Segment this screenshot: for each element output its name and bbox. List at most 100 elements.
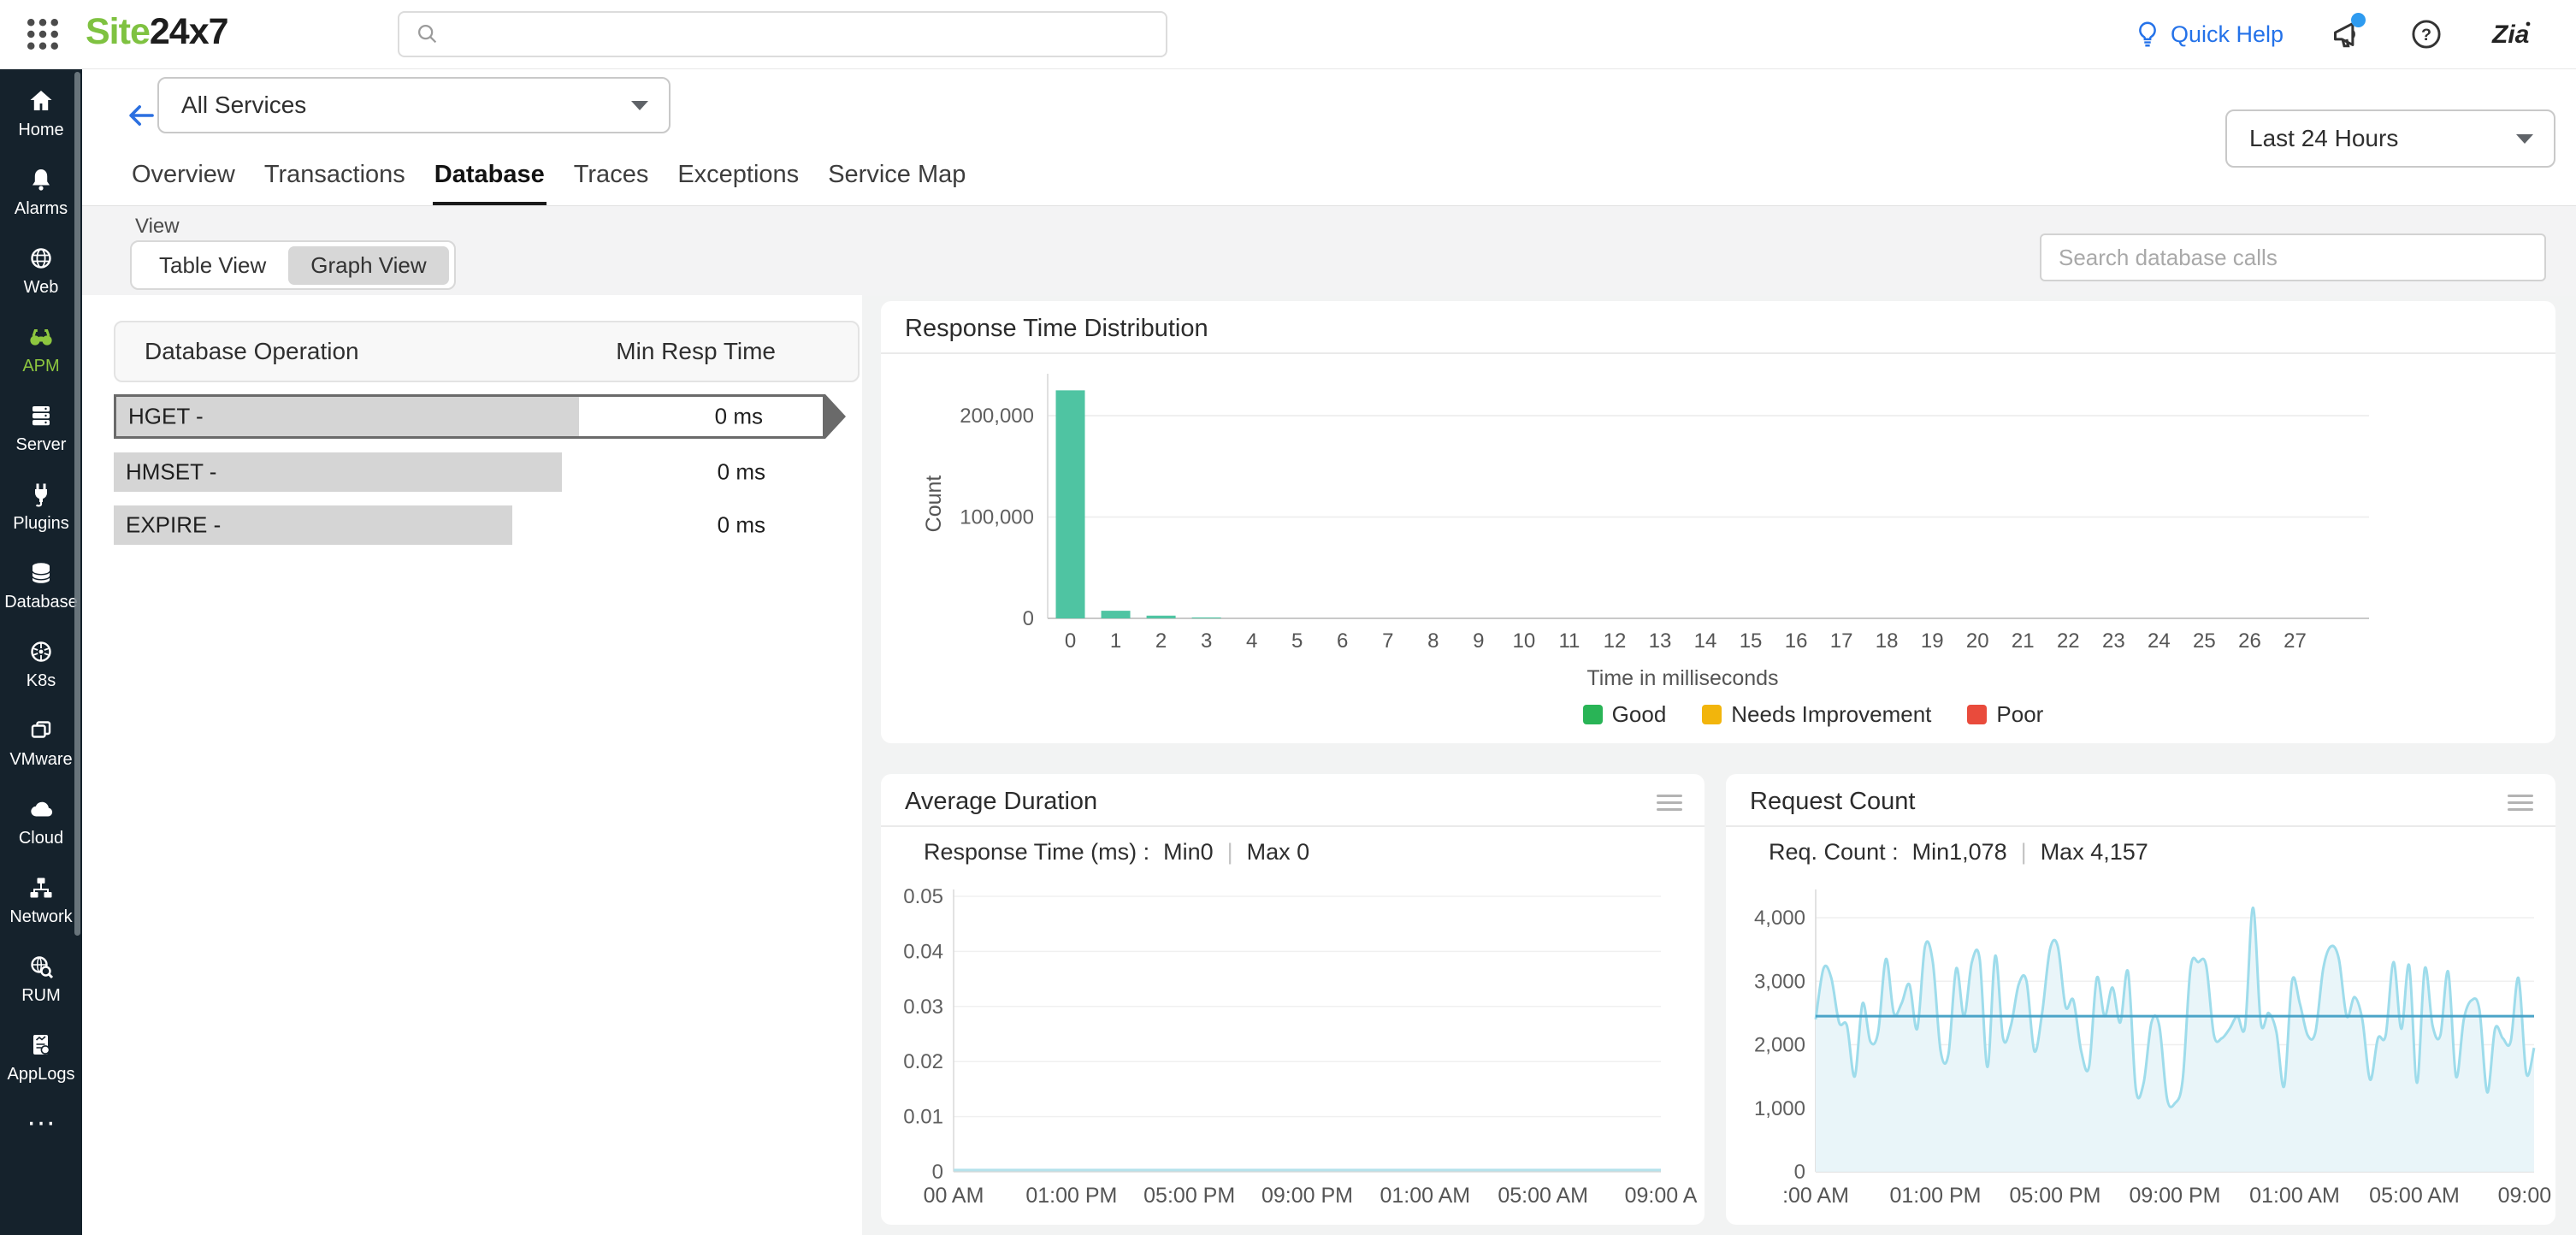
sidebar-item-k8s[interactable]: K8s (27, 638, 56, 690)
time-range-selector[interactable]: Last 24 Hours (2225, 109, 2555, 168)
min-value: Min1,078 (1911, 839, 2007, 865)
site24x7-logo[interactable]: Site24x7 (86, 11, 229, 52)
svg-text:09:00 A: 09:00 A (2498, 1184, 2555, 1208)
service-selector[interactable]: All Services (157, 77, 671, 133)
svg-text:0.04: 0.04 (903, 940, 943, 963)
sidebar-item-apm[interactable]: APM (22, 323, 60, 375)
min-value: Min0 (1163, 839, 1214, 865)
sidebar-item-label: Cloud (18, 829, 64, 848)
sidebar-item-vmware[interactable]: VMware (9, 717, 73, 769)
tab-database[interactable]: Database (432, 161, 547, 205)
main-sidebar: Home Alarms Web APM Server Plugins Database K8s… (0, 68, 82, 1235)
database-icon (27, 559, 55, 587)
tab-exceptions[interactable]: Exceptions (677, 161, 800, 188)
svg-text:25: 25 (2193, 629, 2216, 653)
operations-table-header: Database Operation Min Resp Time (114, 321, 860, 382)
svg-text:?: ? (2421, 26, 2431, 44)
tab-traces[interactable]: Traces (573, 161, 649, 188)
plug-icon (27, 481, 55, 508)
svg-text:17: 17 (1830, 629, 1853, 653)
legend-label: Poor (1996, 701, 2044, 727)
operations-rows: HGET - 0 ms HMSET - 0 ms EXPIRE - 0 ms (114, 394, 846, 558)
sidebar-items: Home Alarms Web APM Server Plugins Database K8s… (0, 68, 82, 1110)
quick-help-button[interactable]: Quick Help (2133, 18, 2284, 50)
sidebar-item-alarms[interactable]: Alarms (15, 166, 68, 218)
svg-text:4,000: 4,000 (1754, 907, 1805, 930)
legend-item-good[interactable]: Good (1582, 701, 1666, 728)
card-title: Average Duration (905, 788, 1098, 815)
sidebar-item-network[interactable]: Network (9, 874, 73, 926)
svg-text:11: 11 (1558, 629, 1580, 653)
zia-assistant-icon[interactable]: Zia (2489, 16, 2552, 52)
sidebar-item-label: Plugins (13, 514, 69, 533)
svg-text:27: 27 (2284, 629, 2307, 653)
svg-text:13: 13 (1649, 629, 1672, 653)
tab-overview[interactable]: Overview (132, 161, 235, 188)
table-row-expire[interactable]: EXPIRE - 0 ms (114, 505, 825, 545)
svg-text:0.05: 0.05 (903, 885, 943, 908)
chevron-down-icon (631, 100, 648, 110)
sidebar-item-applogs[interactable]: AppLogs (8, 1031, 74, 1084)
column-min-resp-time: Min Resp Time (616, 338, 776, 364)
table-row-hmset[interactable]: HMSET - 0 ms (114, 452, 825, 492)
sidebar-item-label: VMware (9, 750, 73, 769)
legend-item-poor[interactable]: Poor (1967, 701, 2043, 728)
svg-text:18: 18 (1876, 629, 1899, 653)
sidebar-item-cloud[interactable]: Cloud (19, 795, 63, 848)
svg-text:05:00 AM: 05:00 AM (2369, 1184, 2460, 1208)
svg-text:09:00 A: 09:00 A (1625, 1184, 1698, 1208)
chart-menu-icon[interactable] (2508, 795, 2533, 815)
svg-text:22: 22 (2057, 629, 2080, 653)
help-circle-icon[interactable]: ? (2408, 16, 2444, 52)
svg-text:6: 6 (1337, 629, 1348, 653)
sidebar-item-database[interactable]: Database (4, 559, 78, 612)
column-database-operation: Database Operation (145, 338, 359, 364)
operation-value: 0 ms (717, 511, 765, 538)
svg-text:Count: Count (922, 476, 946, 533)
notification-dot (2351, 13, 2366, 27)
legend-swatch (1967, 705, 1988, 724)
cloud-icon (27, 795, 55, 823)
bell-icon (27, 166, 55, 193)
operation-name: EXPIRE - (126, 511, 222, 538)
sidebar-item-rum[interactable]: RUM (21, 953, 61, 1005)
server-icon (27, 402, 55, 429)
svg-text:01:00 AM: 01:00 AM (2249, 1184, 2340, 1208)
legend-item-needs-improvement[interactable]: Needs Improvement (1702, 701, 1931, 728)
chart-legend: Good Needs Improvement Poor (1159, 701, 2467, 728)
global-search (398, 11, 1167, 57)
sidebar-item-home[interactable]: Home (18, 87, 64, 139)
sidebar-item-web[interactable]: Web (24, 245, 58, 297)
operations-panel: Database Operation Min Resp Time HGET - 0… (82, 295, 862, 1235)
sidebar-item-server[interactable]: Server (16, 402, 66, 454)
view-option-table-view[interactable]: Table View (159, 251, 267, 278)
svg-text:0.02: 0.02 (903, 1050, 943, 1073)
announcements-megaphone-icon[interactable] (2328, 13, 2366, 52)
database-calls-search-input[interactable] (2040, 233, 2546, 281)
table-row-hget[interactable]: HGET - 0 ms (114, 394, 846, 439)
sidebar-item-label: K8s (26, 671, 56, 690)
apm-tabs: Overview Transactions Database Traces Except… (130, 161, 967, 205)
sidebar-item-label: Home (18, 121, 64, 139)
global-search-input[interactable] (452, 20, 1166, 49)
network-icon (27, 874, 55, 901)
sidebar-item-plugins[interactable]: Plugins (13, 481, 69, 533)
sidebar-more-button[interactable]: ··· (27, 1106, 56, 1138)
app-grid-icon[interactable] (26, 17, 60, 51)
svg-text:01:00 PM: 01:00 PM (1025, 1184, 1117, 1208)
sidebar-scrollbar[interactable] (74, 72, 80, 936)
svg-text:Time in milliseconds: Time in milliseconds (1586, 666, 1778, 690)
operation-bar (116, 397, 580, 436)
back-arrow-icon[interactable] (125, 99, 157, 132)
tab-transactions[interactable]: Transactions (263, 161, 405, 188)
view-option-graph-view[interactable]: Graph View (288, 245, 449, 285)
tab-service-map[interactable]: Service Map (828, 161, 966, 188)
svg-text:0.01: 0.01 (903, 1106, 943, 1129)
max-value: Max 0 (1246, 839, 1310, 865)
legend-swatch (1702, 705, 1722, 724)
chart-menu-icon[interactable] (1657, 795, 1682, 815)
svg-text:0: 0 (1065, 629, 1076, 653)
request-count-card: Request Count Req. Count : Min1,078 | Ma… (1726, 774, 2555, 1225)
legend-label: Needs Improvement (1731, 701, 1932, 727)
